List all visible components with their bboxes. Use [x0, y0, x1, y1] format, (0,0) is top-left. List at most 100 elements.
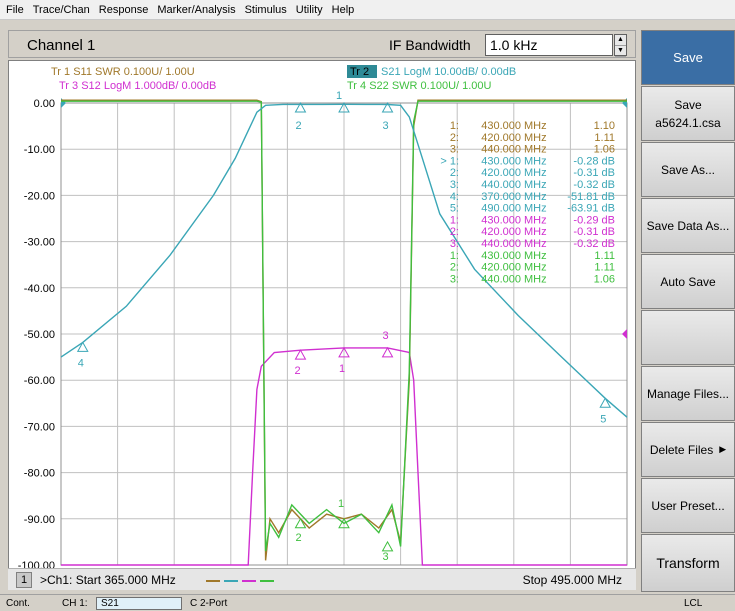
y-axis-tick-label: -60.00 — [24, 375, 55, 387]
trace-color-swatch — [206, 580, 220, 582]
marker-table-value: -0.32 dB — [573, 179, 615, 191]
stop-frequency[interactable]: Stop 495.000 MHz — [522, 573, 622, 587]
marker-table-number: 3: — [450, 238, 459, 250]
trace-1-header: Tr 1 S11 SWR 0.100U/ 1.00U — [51, 66, 195, 78]
marker-table-value: -51.81 dB — [567, 191, 615, 203]
menu-item-file[interactable]: File — [6, 3, 24, 16]
marker-number-label: 2 — [294, 365, 300, 377]
marker-table-number: 2: — [450, 167, 459, 179]
marker-table-frequency: 420.000 — [481, 226, 521, 238]
marker-table-number: 1: — [450, 214, 459, 226]
softkey-panel: Save Save a5624.1.csa Save As... Save Data A… — [641, 30, 735, 592]
measurement-box[interactable]: S21 — [96, 597, 182, 610]
menu-item-utility[interactable]: Utility — [295, 3, 323, 16]
menu-item-response[interactable]: Response — [98, 3, 149, 16]
marker-table-number: 2: — [450, 226, 459, 238]
marker-triangle-icon — [381, 540, 394, 552]
softkey-save-data-as[interactable]: Save Data As... — [641, 198, 735, 253]
marker-table-number: 2: — [450, 132, 459, 144]
menu-bar: File Trace/Chan Response Marker/Analysis Sti… — [0, 0, 735, 20]
softkey-label: Save As... — [660, 162, 716, 177]
trace-2-active-badge — [347, 65, 377, 78]
marker-table-unit: MHz — [524, 155, 547, 167]
y-axis-tick-label: -70.00 — [24, 421, 55, 433]
marker-triangle-icon — [294, 349, 307, 360]
marker-table-value: 1.06 — [594, 144, 615, 156]
start-frequency[interactable]: >Ch1: Start 365.000 MHz — [40, 573, 176, 587]
marker-table-frequency: 370.000 — [481, 191, 521, 203]
marker-number-label: 1 — [339, 363, 345, 375]
marker-table-value: 1.11 — [594, 262, 615, 274]
marker-table-number: > 1: — [440, 155, 459, 167]
trace-2-header: S21 LogM 10.00dB/ 0.00dB — [381, 66, 516, 78]
marker-table-frequency: 430.000 — [481, 250, 521, 262]
marker-table-value: -63.91 dB — [567, 203, 615, 215]
stimulus-bar: 1 >Ch1: Start 365.000 MHz Stop 495.000 M… — [8, 568, 636, 590]
spin-down-icon[interactable]: ▼ — [615, 46, 626, 57]
marker-triangle-icon — [381, 101, 394, 113]
menu-item-stimulus[interactable]: Stimulus — [244, 3, 287, 16]
if-bandwidth-label: IF Bandwidth — [389, 37, 471, 53]
marker-number-label: 1 — [338, 498, 344, 510]
marker-table-unit: MHz — [524, 203, 547, 215]
if-bandwidth-spinner[interactable]: ▲ ▼ — [614, 34, 627, 57]
marker-table-frequency: 420.000 — [481, 167, 521, 179]
softkey-save-as[interactable]: Save As... — [641, 142, 735, 197]
submenu-arrow-icon: ▶ — [719, 444, 727, 454]
channel-label: CH 1: — [62, 598, 88, 609]
softkey-manage-files[interactable]: Manage Files... — [641, 366, 735, 421]
bottom-status-bar: Cont. CH 1: S21 C 2-Port LCL — [0, 594, 735, 611]
marker-table-number: 4: — [450, 191, 459, 203]
marker-table-frequency: 440.000 — [481, 179, 521, 191]
marker-table-value: -0.31 dB — [573, 167, 615, 179]
marker-table-unit: MHz — [524, 120, 547, 132]
softkey-blank[interactable] — [641, 310, 735, 365]
local-indicator: LCL — [684, 598, 703, 609]
marker-table-unit: MHz — [524, 144, 547, 156]
plot-area[interactable]: 0.00 -10.00 -20.00 -30.00 -40.00 -50.00 -60.00… — [8, 60, 636, 590]
channel-number-button[interactable]: 1 — [16, 572, 32, 588]
marker-table-number: 1: — [450, 120, 459, 132]
softkey-label: Save — [673, 50, 703, 65]
softkey-delete-files[interactable]: Delete Files ▶ — [641, 422, 735, 477]
if-bandwidth-input[interactable]: 1.0 kHz — [485, 34, 613, 56]
trace-color-swatch — [260, 580, 274, 582]
marker-table-unit: MHz — [524, 238, 547, 250]
marker-table-frequency: 440.000 — [481, 238, 521, 250]
softkey-transform[interactable]: Transform — [641, 534, 735, 592]
y-axis-tick-label: -80.00 — [24, 468, 55, 480]
softkey-label: Manage Files... — [646, 386, 730, 401]
softkey-user-preset[interactable]: User Preset... — [641, 478, 735, 533]
marker-table-frequency: 440.000 — [481, 144, 521, 156]
trace-2-badge-label: Tr 2 — [350, 66, 369, 78]
marker-table-frequency: 440.000 — [481, 273, 521, 285]
menu-item-trace-chan[interactable]: Trace/Chan — [32, 3, 90, 16]
y-axis-tick-label: -50.00 — [24, 329, 55, 341]
calibration-status: C 2-Port — [190, 598, 228, 609]
marker-number-label: 2 — [295, 532, 301, 544]
marker-table-value: 1.10 — [594, 120, 615, 132]
softkey-auto-save[interactable]: Auto Save — [641, 254, 735, 309]
marker-table-value: 1.06 — [594, 273, 615, 285]
marker-table-value: -0.31 dB — [573, 226, 615, 238]
marker-number-label: 3 — [383, 120, 389, 132]
marker-number-label: 3 — [383, 551, 389, 563]
marker-table-number: 3: — [450, 144, 459, 156]
marker-triangle-icon — [294, 101, 307, 113]
softkey-label: User Preset... — [651, 498, 725, 513]
trace-line-s22-swr — [61, 100, 627, 552]
softkey-save-file[interactable]: Save a5624.1.csa — [641, 86, 735, 141]
marker-table-value: -0.32 dB — [573, 238, 615, 250]
y-axis-tick-label: -90.00 — [24, 514, 55, 526]
marker-triangle-icon — [338, 517, 350, 529]
spin-up-icon[interactable]: ▲ — [615, 35, 626, 46]
marker-triangle-icon — [338, 346, 350, 358]
trace-plot[interactable]: 0.00 -10.00 -20.00 -30.00 -40.00 -50.00 -60.00… — [9, 61, 637, 569]
softkey-label: Delete Files — [649, 442, 714, 457]
menu-item-help[interactable]: Help — [331, 3, 355, 16]
y-axis-tick-label: -10.00 — [24, 144, 55, 156]
y-axis-tick-label: -20.00 — [24, 190, 55, 202]
menu-item-marker-analysis[interactable]: Marker/Analysis — [157, 3, 236, 16]
marker-triangle-icon — [599, 397, 612, 408]
channel-title: Channel 1 — [27, 37, 96, 54]
